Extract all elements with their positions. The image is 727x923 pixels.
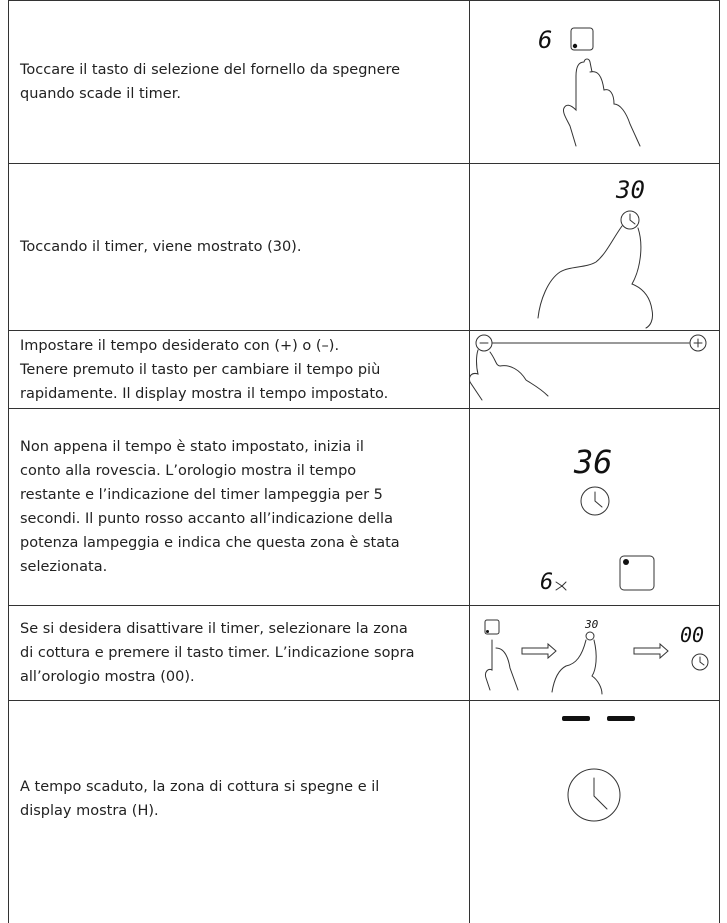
text-line: di cottura e premere il tasto timer. L’i… — [20, 645, 415, 661]
illustration-cancel-timer: 30 00 — [484, 618, 709, 695]
display-digit: 6 — [540, 570, 553, 595]
row-text: Se si desidera disattivare il timer, sel… — [20, 606, 460, 700]
text-line: Toccare il tasto di selezione del fornel… — [20, 62, 401, 78]
display-digit: 30 — [615, 176, 645, 204]
row-text: Toccare il tasto di selezione del fornel… — [20, 1, 460, 163]
illustration-timer-touch: 30 — [537, 176, 653, 329]
text-line: Toccando il timer, viene mostrato (30). — [20, 239, 302, 255]
illustration-select-zone: 6 — [538, 26, 641, 147]
row-text: Non appena il tempo è stato impostato, i… — [20, 409, 460, 605]
display-digit: 36 — [573, 443, 613, 481]
text-line: secondi. Il punto rosso accanto all’indi… — [20, 511, 393, 527]
text-line: potenza lampeggia e indica che questa zo… — [20, 535, 400, 551]
text-line: Impostare il tempo desiderato con (+) o … — [20, 337, 340, 354]
text-line: Non appena il tempo è stato impostato, i… — [20, 439, 364, 455]
row-text: Impostare il tempo desiderato con (+) o … — [20, 331, 460, 408]
display-digit: 30 — [584, 618, 599, 631]
text-line: conto alla rovescia. L’orologio mostra i… — [20, 463, 357, 479]
display-digit: 6 — [538, 26, 552, 54]
table-borders — [8, 0, 720, 923]
text-line: A tempo scaduto, la zona di cottura si s… — [20, 779, 380, 795]
display-digit: 00 — [680, 623, 704, 647]
text-line: selezionata. — [20, 559, 108, 575]
row-text: Toccando il timer, viene mostrato (30). — [20, 164, 460, 330]
text-line: display mostra (H). — [20, 803, 159, 819]
illustration-timer-off — [562, 716, 635, 822]
text-line: Tenere premuto il tasto per cambiare il … — [20, 361, 381, 378]
row-text: A tempo scaduto, la zona di cottura si s… — [20, 701, 460, 897]
illustration-countdown: 36 6 — [540, 443, 655, 595]
illustration-slider — [469, 334, 707, 401]
text-line: all’orologio mostra (00). — [20, 669, 195, 685]
text-line: quando scade il timer. — [20, 86, 181, 102]
text-line: rapidamente. Il display mostra il tempo … — [20, 385, 389, 402]
text-line: Se si desidera disattivare il timer, sel… — [20, 621, 408, 637]
text-line: restante e l’indicazione del timer lampe… — [20, 487, 383, 503]
